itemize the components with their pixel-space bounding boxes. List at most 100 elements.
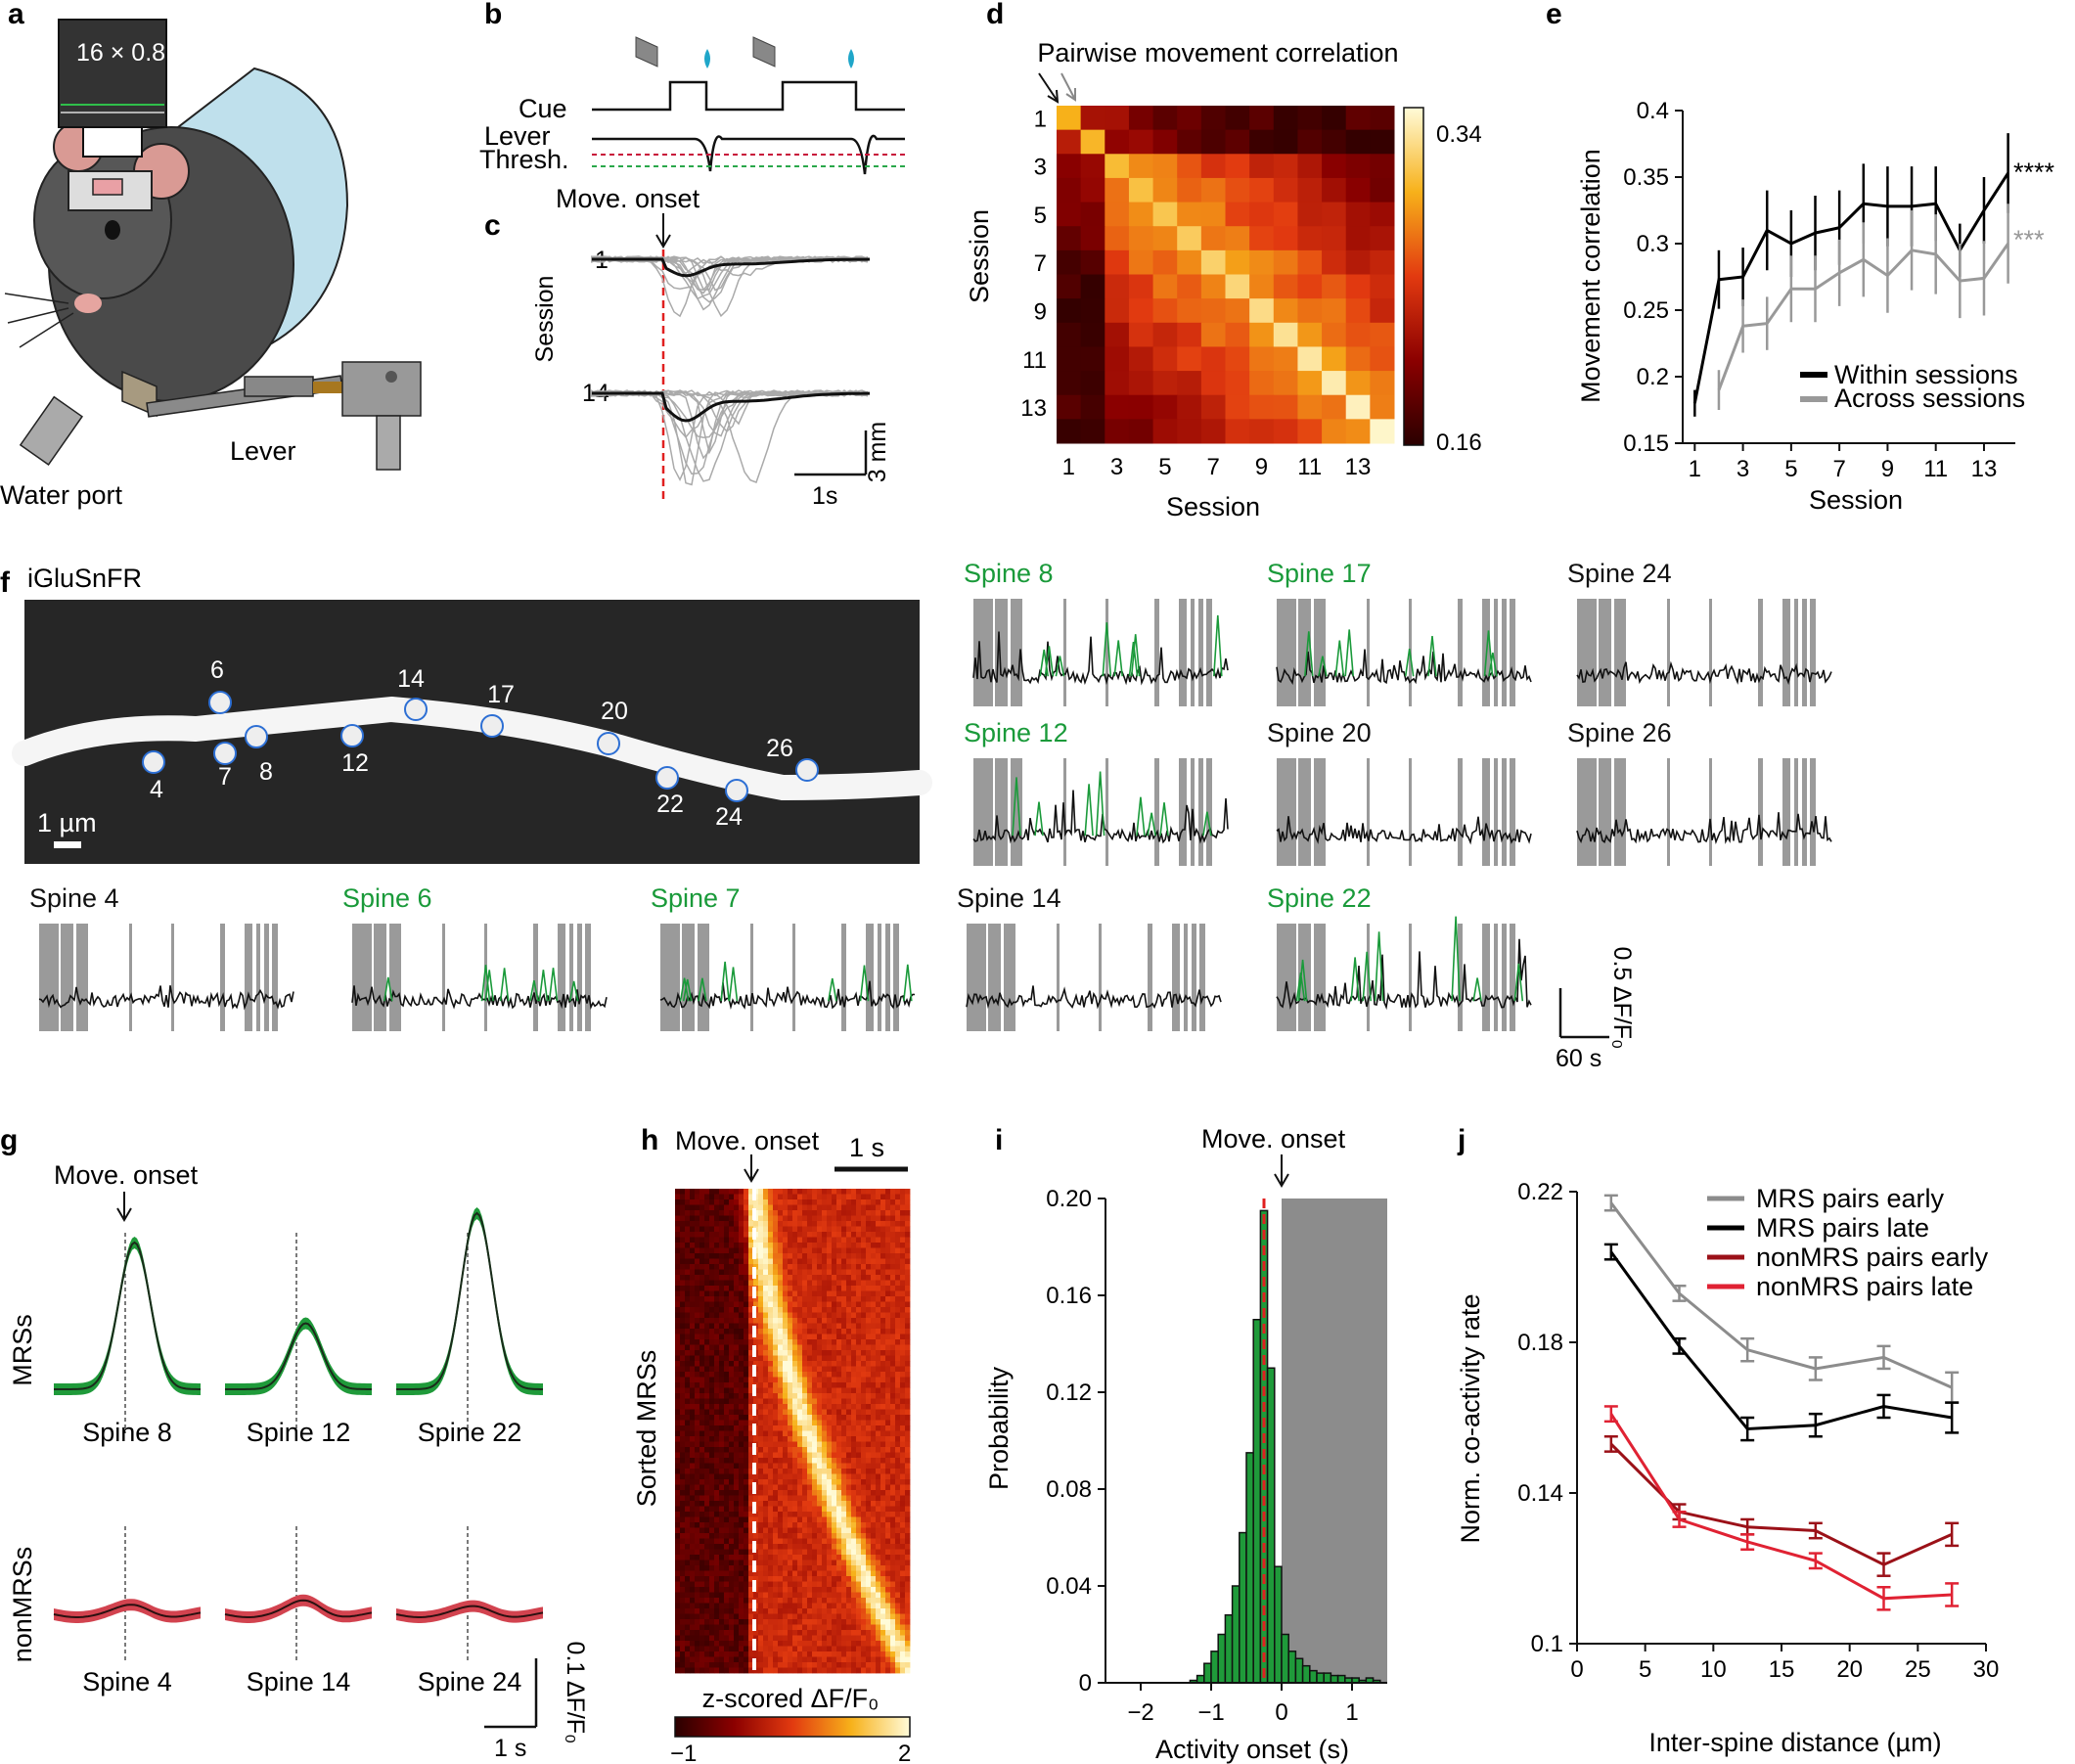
h-raster-cell — [699, 1458, 705, 1464]
h-raster-cell — [763, 1301, 769, 1308]
h-raster-cell — [895, 1420, 901, 1426]
h-raster-cell — [841, 1286, 847, 1291]
h-raster-cell — [876, 1452, 881, 1459]
h-raster-cell — [866, 1538, 872, 1545]
h-raster-cell — [763, 1339, 769, 1345]
h-raster-cell — [851, 1522, 857, 1528]
h-raster-cell — [846, 1210, 852, 1216]
h-raster-cell — [724, 1473, 730, 1480]
h-raster-cell — [699, 1286, 705, 1291]
h-raster-cell — [856, 1662, 862, 1668]
h-raster-cell — [841, 1339, 847, 1345]
h-raster-cell — [758, 1237, 764, 1244]
h-raster-cell — [768, 1479, 774, 1485]
h-raster-cell — [812, 1339, 818, 1345]
h-raster-cell — [802, 1243, 808, 1248]
h-raster-cell — [763, 1641, 769, 1647]
h-raster-cell — [783, 1404, 789, 1410]
h-raster-cell — [817, 1204, 823, 1211]
h-raster-cell — [856, 1210, 862, 1216]
h-raster-cell — [861, 1334, 867, 1340]
h-raster-cell — [695, 1603, 700, 1609]
h-raster-cell — [763, 1318, 769, 1324]
h-raster-cell — [695, 1516, 700, 1523]
h-raster-cell — [876, 1355, 881, 1362]
h-raster-cell — [685, 1656, 691, 1663]
mouse-nose-shape — [74, 294, 102, 313]
h-raster-cell — [763, 1404, 769, 1410]
h-raster-cell — [788, 1667, 793, 1674]
h-raster-cell — [758, 1280, 764, 1287]
h-raster-cell — [690, 1592, 696, 1599]
h-raster-cell — [856, 1570, 862, 1577]
h-raster-cell — [788, 1393, 793, 1399]
h-raster-cell — [827, 1592, 833, 1599]
h-raster-cell — [675, 1587, 681, 1593]
h-raster-cell — [724, 1436, 730, 1442]
f-active-trace — [1012, 771, 1212, 837]
h-raster-cell — [832, 1484, 837, 1491]
h-raster-cell — [709, 1641, 715, 1647]
h-raster-cell — [856, 1630, 862, 1636]
h-raster-cell — [797, 1560, 803, 1566]
h-raster-cell — [758, 1232, 764, 1238]
h-raster-cell — [675, 1286, 681, 1291]
h-raster-cell — [827, 1264, 833, 1270]
h-raster-cell — [895, 1538, 901, 1545]
h-raster-cell — [822, 1409, 828, 1416]
f-movement-epoch — [1614, 758, 1626, 866]
h-raster-cell — [807, 1404, 813, 1410]
h-raster-cell — [866, 1581, 872, 1588]
h-raster-cell — [851, 1237, 857, 1244]
h-raster-cell — [807, 1651, 813, 1657]
h-raster-cell — [778, 1372, 784, 1378]
h-raster-cell — [856, 1404, 862, 1410]
h-raster-cell — [832, 1501, 837, 1507]
h-raster-cell — [832, 1280, 837, 1287]
h-raster-cell — [773, 1264, 779, 1270]
h-raster-cell — [846, 1194, 852, 1200]
e-y-tick-label: 0.4 — [1637, 98, 1669, 124]
h-raster-cell — [861, 1458, 867, 1464]
h-raster-cell — [836, 1512, 842, 1517]
h-raster-cell — [827, 1430, 833, 1437]
h-raster-cell — [797, 1463, 803, 1470]
h-raster-cell — [876, 1430, 881, 1437]
h-raster-cell — [802, 1269, 808, 1276]
h-raster-cell — [768, 1194, 774, 1200]
h-raster-cell — [792, 1280, 798, 1287]
h-raster-cell — [768, 1484, 774, 1491]
d-heatmap-cell — [1152, 106, 1178, 131]
h-raster-cell — [817, 1415, 823, 1421]
h-raster-cell — [695, 1624, 700, 1631]
d-heatmap-cell — [1128, 371, 1154, 396]
h-raster-cell — [812, 1570, 818, 1577]
h-raster-cell — [739, 1194, 744, 1200]
h-raster-cell — [871, 1323, 877, 1330]
h-raster-cell — [846, 1522, 852, 1528]
h-raster-cell — [719, 1452, 725, 1459]
h-raster-cell — [836, 1538, 842, 1545]
h-raster-cell — [744, 1555, 749, 1560]
h-raster-cell — [841, 1651, 847, 1657]
h-raster-cell — [866, 1608, 872, 1614]
d-x-tick: 13 — [1345, 454, 1372, 480]
h-raster-cell — [788, 1587, 793, 1593]
h-raster-cell — [758, 1269, 764, 1276]
d-heatmap-cell — [1200, 346, 1226, 372]
h-raster-cell — [773, 1662, 779, 1668]
h-raster-cell — [758, 1199, 764, 1205]
h-raster-cell — [773, 1484, 779, 1491]
j-chart: 0.10.140.180.220 5 10 15 20 25 30 — [1517, 1179, 1999, 1683]
h-raster-cell — [895, 1613, 901, 1620]
h-raster-cell — [905, 1204, 911, 1211]
h-raster-cell — [699, 1430, 705, 1437]
h-raster-cell — [675, 1479, 681, 1485]
h-raster-cell — [905, 1603, 911, 1609]
h-raster-cell — [890, 1587, 896, 1593]
h-raster-cell — [773, 1355, 779, 1362]
h-raster-cell — [695, 1350, 700, 1356]
h-raster-cell — [695, 1204, 700, 1211]
h-raster-cell — [675, 1210, 681, 1216]
h-raster-cell — [861, 1189, 867, 1195]
